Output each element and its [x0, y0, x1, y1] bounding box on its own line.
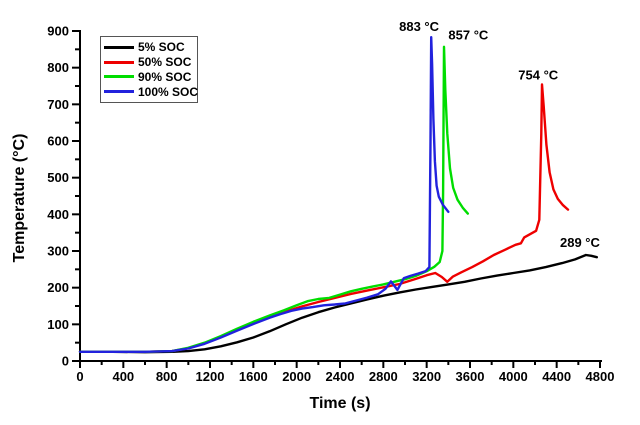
x-tick-label: 0: [76, 369, 83, 384]
legend-item: 50% SOC: [104, 55, 194, 69]
peak-label: 289 °C: [560, 235, 601, 250]
legend-line-swatch: [104, 60, 134, 64]
peak-annotations: 883 °C 857 °C 754 °C 289 °C: [399, 19, 600, 250]
legend-line-swatch: [104, 90, 134, 94]
y-tick-label: 300: [47, 244, 69, 259]
x-tick-label: 3200: [412, 369, 441, 384]
x-tick-label: 800: [156, 369, 178, 384]
series-line-5-soc: [78, 253, 598, 354]
y-axis-title: Temperature (°C): [11, 134, 28, 263]
y-tick-label: 600: [47, 134, 69, 149]
x-tick-label: 2800: [369, 369, 398, 384]
x-axis-title: Time (s): [309, 395, 370, 412]
legend-label: 5% SOC: [138, 40, 185, 55]
y-tick-label: 200: [47, 280, 69, 295]
x-tick-label: 4800: [586, 369, 615, 384]
legend-line-swatch: [104, 45, 134, 49]
x-tick-label: 1600: [239, 369, 268, 384]
peak-label: 857 °C: [448, 27, 489, 42]
peak-label: 883 °C: [399, 19, 440, 34]
y-tick-label: 700: [47, 97, 69, 112]
series-line-100-soc: [78, 36, 450, 353]
legend: 5% SOC 50% SOC 90% SOC 100% SOC: [100, 36, 198, 103]
x-tick-label: 400: [112, 369, 134, 384]
x-tick-label: 4400: [542, 369, 571, 384]
legend-label: 50% SOC: [138, 55, 192, 70]
plot-lines: [78, 36, 598, 354]
y-tick-label: 400: [47, 207, 69, 222]
x-tick-label: 1200: [196, 369, 225, 384]
legend-line-swatch: [104, 75, 134, 79]
x-tick-label: 2000: [282, 369, 311, 384]
legend-item: 90% SOC: [104, 70, 194, 84]
legend-item: 100% SOC: [104, 85, 198, 99]
x-axis-ticks: 0 400 800 1200 1600 2000 2400 2800 3200 3600 4000 4…: [76, 362, 614, 384]
x-tick-label: 3600: [456, 369, 485, 384]
legend-label: 90% SOC: [138, 69, 192, 84]
series-line-90-soc: [78, 45, 469, 353]
y-tick-label: 500: [47, 170, 69, 185]
y-tick-label: 900: [47, 24, 69, 39]
y-tick-label: 0: [62, 354, 69, 369]
y-tick-label: 800: [47, 60, 69, 75]
x-tick-label: 4000: [499, 369, 528, 384]
legend-item: 5% SOC: [104, 40, 194, 54]
x-tick-label: 2400: [326, 369, 355, 384]
peak-label: 754 °C: [518, 67, 559, 82]
axes: [79, 30, 602, 362]
legend-label: 100% SOC: [138, 84, 199, 99]
y-tick-label: 100: [47, 317, 69, 332]
y-axis-ticks: 0 100 200 300 400 500 600 700 800 900: [47, 24, 79, 369]
